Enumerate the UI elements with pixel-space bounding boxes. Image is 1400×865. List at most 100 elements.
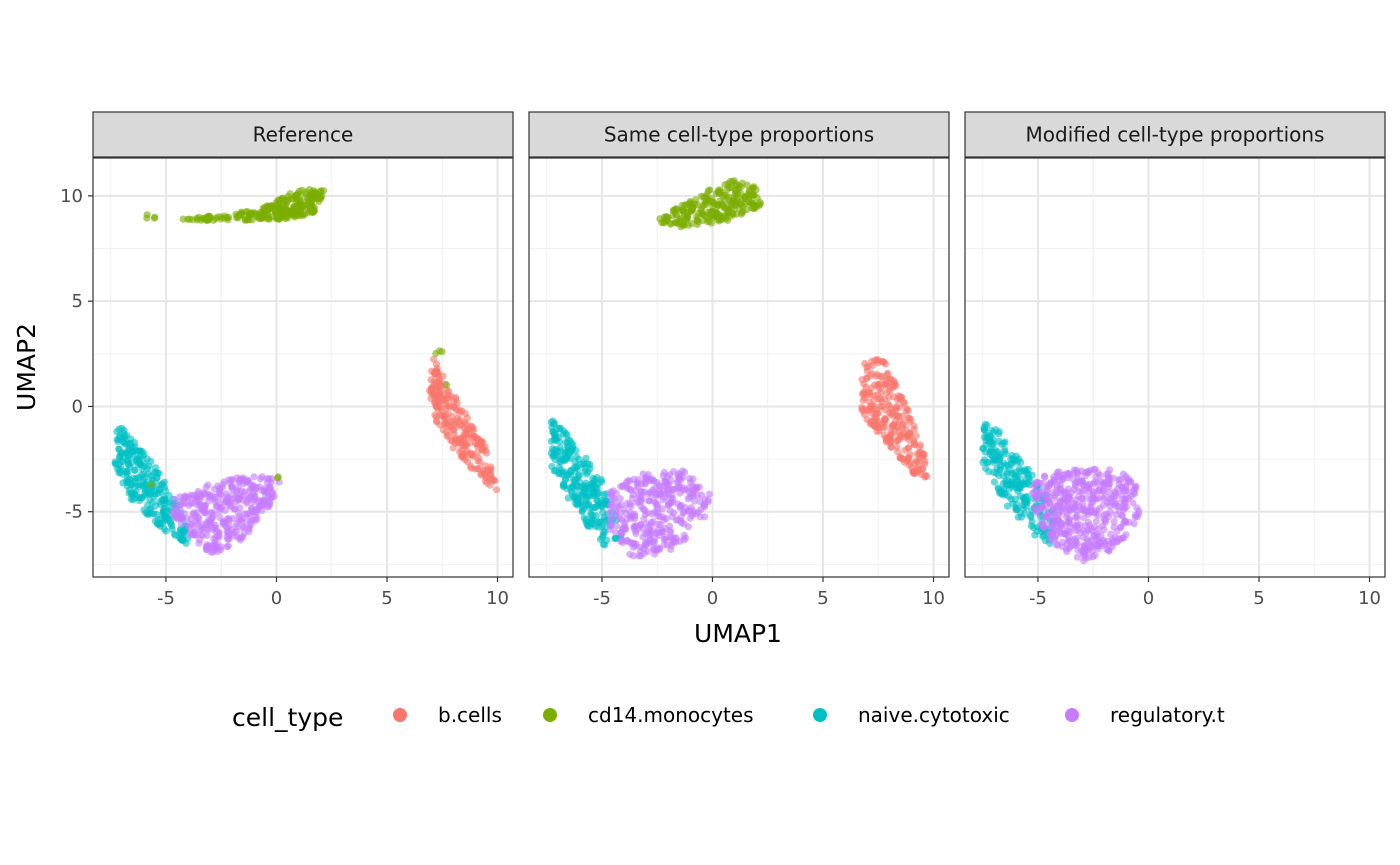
data-point-b-cells [443, 386, 451, 394]
data-point-regulatory-t [670, 468, 678, 476]
panel-border [528, 157, 950, 578]
data-point-regulatory-t [1091, 478, 1099, 486]
data-point-regulatory-t [1080, 557, 1088, 565]
data-point-regulatory-t [1101, 518, 1110, 526]
legend-label: b.cells [438, 703, 502, 727]
data-point-naive-cytotoxic [982, 464, 990, 472]
data-point-regulatory-t [1074, 546, 1082, 554]
data-point-regulatory-t [224, 535, 232, 543]
legend-entry: regulatory.t [1065, 703, 1225, 727]
data-point-b-cells [471, 439, 479, 448]
data-point-naive-cytotoxic [123, 456, 132, 464]
data-point-regulatory-t [1112, 499, 1120, 507]
data-point-regulatory-t [185, 501, 193, 510]
data-point-regulatory-t [234, 509, 243, 518]
legend-key-naive-cytotoxic [813, 708, 827, 722]
data-point-naive-cytotoxic [596, 518, 604, 526]
data-point-regulatory-t [1049, 530, 1057, 538]
data-point-regulatory-t [1124, 475, 1132, 483]
data-point-cd14-monocytes [438, 348, 446, 356]
data-point-regulatory-t [689, 475, 697, 483]
data-point-regulatory-t [1063, 548, 1071, 556]
data-point-naive-cytotoxic [134, 460, 142, 468]
data-point-cd14-monocytes [289, 211, 297, 219]
data-point-regulatory-t [228, 482, 236, 490]
data-point-cd14-monocytes [268, 213, 276, 221]
data-point-regulatory-t [225, 515, 233, 523]
data-point-naive-cytotoxic [589, 490, 598, 498]
data-point-naive-cytotoxic [595, 489, 603, 497]
data-point-b-cells [492, 486, 501, 494]
data-point-naive-cytotoxic [559, 430, 567, 438]
data-point-regulatory-t [1033, 495, 1041, 503]
data-point-regulatory-t [691, 484, 699, 492]
legend-entry: cd14.monocytes [543, 703, 754, 727]
data-point-regulatory-t [1118, 512, 1126, 520]
data-point-regulatory-t [1065, 516, 1073, 525]
data-point-regulatory-t [618, 516, 626, 524]
data-point-regulatory-t [667, 545, 675, 554]
data-point-b-cells [880, 431, 888, 439]
data-point-regulatory-t [204, 526, 212, 534]
data-point-b-cells [871, 381, 879, 389]
data-point-naive-cytotoxic [117, 449, 125, 457]
data-point-b-cells [460, 436, 468, 444]
data-point-regulatory-t [1073, 553, 1081, 561]
data-point-naive-cytotoxic [140, 506, 148, 514]
data-point-regulatory-t [652, 501, 661, 509]
data-point-cd14-monocytes [684, 221, 693, 229]
data-point-b-cells [887, 443, 895, 451]
data-point-cd14-monocytes [727, 198, 735, 206]
data-point-regulatory-t [664, 489, 673, 497]
data-point-regulatory-t [1067, 523, 1075, 531]
data-point-regulatory-t [176, 493, 184, 501]
data-point-regulatory-t [192, 497, 200, 505]
data-point-regulatory-t [252, 516, 260, 524]
data-point-cd14-monocytes [704, 208, 712, 216]
data-point-naive-cytotoxic [123, 468, 131, 476]
data-point-b-cells [883, 388, 891, 396]
data-point-regulatory-t [239, 524, 247, 532]
data-point-b-cells [892, 423, 901, 431]
data-point-naive-cytotoxic [160, 496, 168, 504]
data-point-regulatory-t [687, 491, 696, 499]
data-point-regulatory-t [230, 528, 238, 537]
data-point-cd14-monocytes [307, 201, 315, 209]
data-point-b-cells [458, 421, 466, 429]
legend-key-b-cells [393, 708, 407, 722]
data-point-cd14-monocytes [667, 219, 675, 227]
data-point-naive-cytotoxic [153, 474, 161, 482]
data-point-regulatory-t [1070, 541, 1078, 549]
data-point-regulatory-t [641, 480, 649, 488]
data-point-cd14-monocytes [298, 186, 306, 194]
data-point-regulatory-t [704, 498, 712, 506]
x-tick-label: 5 [817, 588, 828, 609]
data-point-regulatory-t [655, 546, 663, 554]
x-tick-label: 5 [381, 588, 392, 609]
data-point-naive-cytotoxic [1001, 462, 1009, 470]
data-point-regulatory-t [674, 516, 682, 524]
data-point-regulatory-t [1133, 513, 1141, 521]
data-point-regulatory-t [1103, 498, 1111, 507]
data-point-cd14-monocytes [309, 208, 317, 216]
data-point-regulatory-t [1055, 468, 1063, 476]
data-point-regulatory-t [1073, 534, 1081, 542]
data-point-regulatory-t [1080, 514, 1088, 522]
y-tick-label: 10 [60, 186, 83, 207]
data-point-cd14-monocytes [694, 218, 702, 226]
data-point-regulatory-t [1090, 532, 1098, 541]
data-point-b-cells [903, 405, 911, 413]
data-point-naive-cytotoxic [130, 490, 138, 498]
data-point-naive-cytotoxic [981, 420, 990, 428]
legend-label: cd14.monocytes [588, 703, 754, 727]
data-point-cd14-monocytes [724, 208, 732, 216]
data-point-b-cells [871, 403, 879, 411]
data-point-regulatory-t [1086, 503, 1094, 511]
data-point-naive-cytotoxic [132, 474, 140, 482]
x-tick-label: 10 [1358, 588, 1381, 609]
facet-strip [528, 111, 950, 158]
data-point-naive-cytotoxic [580, 514, 588, 522]
data-point-regulatory-t [1044, 482, 1052, 490]
